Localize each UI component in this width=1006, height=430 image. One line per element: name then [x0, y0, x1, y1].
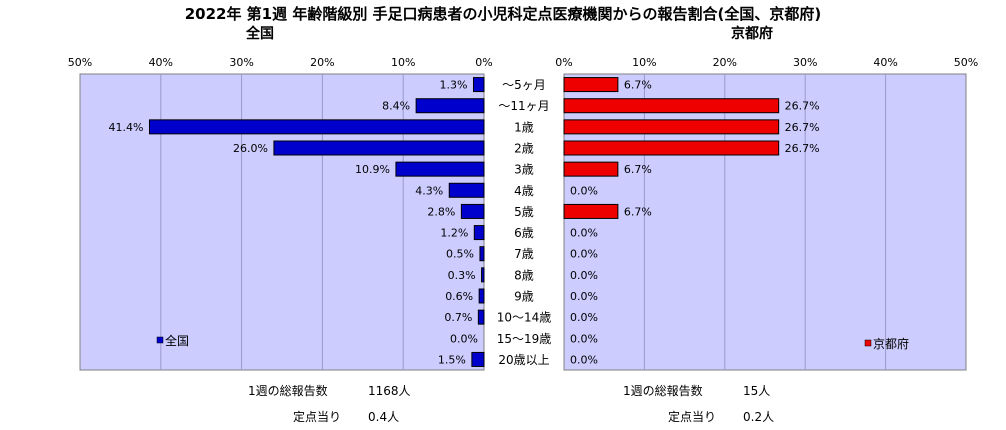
national-bar [148, 119, 485, 135]
kyoto-bar [563, 161, 619, 177]
kyoto-value-label: 6.7% [624, 163, 652, 176]
kyoto-total-label: 1週の総報告数 [623, 384, 703, 398]
national-bar [479, 246, 485, 262]
kyoto-x-tick: 50% [954, 56, 978, 69]
national-value-label: 8.4% [382, 100, 410, 113]
national-x-tick: 20% [310, 56, 334, 69]
kyoto-per-value: 0.2人 [743, 410, 775, 424]
kyoto-x-tick: 10% [632, 56, 656, 69]
category-label: 4歳 [514, 184, 534, 198]
kyoto-bar [563, 98, 780, 114]
national-value-label: 4.3% [415, 184, 443, 197]
national-total-value: 1168人 [368, 384, 411, 398]
category-label: 9歳 [514, 290, 534, 304]
national-total-label: 1週の総報告数 [248, 384, 328, 398]
national-x-axis: 50% 40% 30% 20% 10% 0% [68, 56, 493, 69]
national-per-value: 0.4人 [368, 410, 400, 424]
category-label: 7歳 [514, 247, 534, 261]
kyoto-x-tick: 40% [873, 56, 897, 69]
national-bar [472, 77, 485, 93]
national-x-tick: 50% [68, 56, 92, 69]
category-label: 6歳 [514, 226, 534, 240]
national-bar [460, 203, 485, 219]
category-label: 15〜19歳 [497, 332, 552, 346]
kyoto-value-label: 0.0% [570, 248, 598, 261]
national-value-label: 0.3% [448, 269, 476, 282]
kyoto-x-tick: 20% [713, 56, 737, 69]
national-value-label: 41.4% [109, 121, 144, 134]
kyoto-value-label: 6.7% [624, 79, 652, 92]
national-bar [415, 98, 485, 114]
kyoto-value-label: 26.7% [785, 100, 820, 113]
category-label: 20歳以上 [498, 353, 549, 367]
kyoto-bar [563, 203, 619, 219]
national-legend-swatch [156, 336, 164, 344]
national-value-label: 1.2% [440, 227, 468, 240]
kyoto-value-label: 6.7% [624, 205, 652, 218]
national-per-label: 定点当り [293, 410, 342, 424]
national-value-label: 2.8% [427, 205, 455, 218]
kyoto-value-label: 0.0% [570, 332, 598, 345]
kyoto-value-label: 0.0% [570, 290, 598, 303]
national-value-label: 1.5% [438, 353, 466, 366]
national-bar [481, 267, 485, 283]
national-value-label: 26.0% [233, 142, 268, 155]
kyoto-bar [563, 140, 780, 156]
kyoto-value-label: 0.0% [570, 269, 598, 282]
kyoto-x-tick: 0% [555, 56, 572, 69]
national-x-tick: 40% [149, 56, 173, 69]
kyoto-total-value: 15人 [743, 384, 771, 398]
national-x-tick: 30% [229, 56, 253, 69]
category-label: 1歳 [514, 120, 534, 134]
kyoto-legend-swatch [864, 339, 872, 347]
national-legend-label: 全国 [165, 333, 189, 348]
kyoto-bar [563, 77, 619, 93]
category-label: 3歳 [514, 163, 534, 177]
category-label: 5歳 [514, 205, 534, 219]
national-bar [471, 351, 485, 367]
category-label: 8歳 [514, 268, 534, 282]
kyoto-subtitle: 京都府 [731, 25, 773, 42]
kyoto-value-label: 26.7% [785, 142, 820, 155]
category-label: 10〜14歳 [497, 311, 552, 325]
national-bar [273, 140, 485, 156]
national-bar [478, 288, 485, 304]
national-bar [395, 161, 485, 177]
national-series: 1.3% 8.4% 41.4% 26.0% 10.9% 4.3% 2.8% 1.2% 0.5% 0… [109, 77, 485, 367]
kyoto-legend: 京都府 [864, 336, 909, 351]
kyoto-value-label: 0.0% [570, 353, 598, 366]
kyoto-legend-label: 京都府 [873, 336, 909, 351]
national-bar [448, 182, 485, 198]
kyoto-series: 6.7% 26.7% 26.7% 26.7% 6.7% 0.0% 6.7% 0.0% 0.0% 0… [563, 77, 820, 366]
kyoto-plot-area [563, 73, 967, 371]
chart-title: 2022年 第1週 年齢階級別 手足口病患者の小児科定点医療機関からの報告割合(… [185, 5, 822, 23]
kyoto-value-label: 0.0% [570, 311, 598, 324]
national-value-label: 0.5% [446, 248, 474, 261]
national-x-tick: 0% [475, 56, 492, 69]
national-subtitle: 全国 [245, 25, 274, 42]
national-value-label: 1.3% [440, 79, 468, 92]
kyoto-value-label: 0.0% [570, 184, 598, 197]
category-label: 〜11ヶ月 [498, 99, 549, 113]
kyoto-per-label: 定点当り [668, 410, 717, 424]
category-label: 〜5ヶ月 [502, 78, 546, 92]
national-bar [477, 309, 485, 325]
national-value-label: 0.6% [445, 290, 473, 303]
national-plot-area [79, 73, 485, 371]
category-labels: 〜5ヶ月〜11ヶ月 1歳 2歳 3歳 4歳 5歳 6歳 7歳 8歳 9歳 10〜14歳 15〜19歳 2… [497, 78, 552, 367]
kyoto-value-label: 0.0% [570, 227, 598, 240]
national-value-label: 0.0% [450, 332, 478, 345]
national-x-tick: 10% [391, 56, 415, 69]
category-label: 2歳 [514, 142, 534, 156]
national-value-label: 10.9% [355, 163, 390, 176]
national-bar [473, 225, 485, 241]
kyoto-bar [563, 119, 780, 135]
kyoto-x-axis: 0% 10% 20% 30% 40% 50% [555, 56, 978, 69]
national-value-label: 0.7% [444, 311, 472, 324]
kyoto-x-tick: 30% [793, 56, 817, 69]
kyoto-value-label: 26.7% [785, 121, 820, 134]
national-legend: 全国 [156, 333, 189, 348]
